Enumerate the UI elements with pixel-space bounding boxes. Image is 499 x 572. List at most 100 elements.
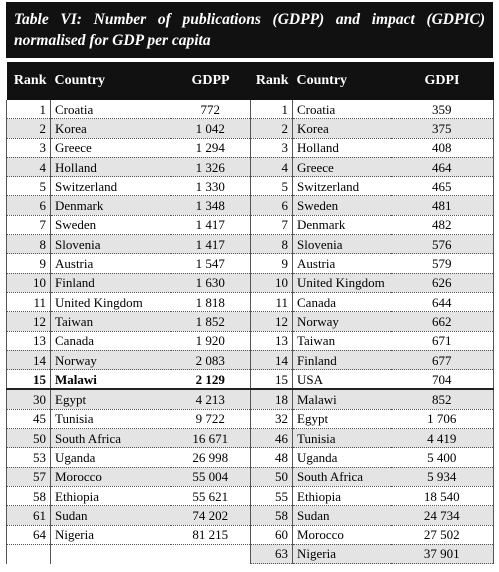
- table-cell: 58: [6, 486, 51, 507]
- table-cell: 2: [250, 118, 293, 139]
- table-row: 8 Slovenia 1 417 8 Slovenia 576: [6, 234, 494, 255]
- table-cell: Austria: [292, 253, 391, 274]
- table-cell: Tunisia: [50, 409, 171, 430]
- table-cell: 12: [250, 311, 293, 332]
- table-cell: 1 852: [170, 311, 251, 332]
- table-cell: 13: [6, 331, 51, 351]
- table-cell: Croatia: [292, 100, 391, 120]
- table-cell: Croatia: [50, 100, 171, 120]
- table-cell: 11: [6, 292, 51, 313]
- table-cell: 10: [6, 273, 51, 293]
- table-cell: 1 706: [390, 409, 494, 430]
- table-cell: 1 417: [170, 215, 251, 236]
- table-cell: 677: [390, 350, 494, 371]
- table-cell: Taiwan: [292, 331, 391, 351]
- table-cell: 626: [390, 273, 494, 293]
- table-cell: 18 540: [390, 486, 494, 507]
- table-cell: Ethiopia: [50, 486, 171, 507]
- table-cell: 55 621: [170, 486, 251, 507]
- table-cell: 2 083: [170, 350, 251, 371]
- table-cell: 8: [6, 234, 51, 255]
- column-header: Country: [292, 62, 391, 100]
- data-table: Rank Country GDPP Rank Country GDPI 1 Croatia 7…: [6, 62, 494, 565]
- table-cell: Taiwan: [50, 311, 171, 332]
- table-cell: Morocco: [292, 525, 391, 545]
- table-row: 2 Korea 1 042 2 Korea 375: [6, 118, 494, 139]
- table-cell: 5 400: [390, 447, 494, 468]
- table-cell: 671: [390, 331, 494, 351]
- table-cell: 1 417: [170, 234, 251, 255]
- table-row: 6 Denmark 1 348 6 Sweden 481: [6, 195, 494, 216]
- table-cell: 1 630: [170, 273, 251, 293]
- table-row: 64 Nigeria 81 215 60 Morocco 27 502: [6, 525, 494, 545]
- table-cell: 465: [390, 176, 494, 197]
- table-cell: Finland: [50, 273, 171, 293]
- table-cell: 81 215: [170, 525, 251, 545]
- table-cell: Denmark: [292, 215, 391, 236]
- table-cell: 46: [250, 428, 293, 449]
- table-cell: Holland: [50, 157, 171, 178]
- table-cell: 408: [390, 138, 494, 158]
- table-cell: 1: [6, 100, 51, 120]
- table-cell: Sudan: [50, 505, 171, 526]
- table-cell: 704: [390, 369, 494, 390]
- table-cell: 662: [390, 311, 494, 332]
- table-cell: 9: [6, 253, 51, 274]
- table-cell: 26 998: [170, 447, 251, 468]
- table-cell: 1 326: [170, 157, 251, 178]
- table-cell: 37 901: [390, 544, 494, 565]
- column-header: GDPI: [390, 62, 494, 100]
- table-cell: 50: [250, 467, 293, 487]
- table-cell: 27 502: [390, 525, 494, 545]
- table-cell: Malawi: [50, 369, 171, 390]
- table-cell: 6: [250, 195, 293, 216]
- table-cell: Denmark: [50, 195, 171, 216]
- table-title: Table VI: Number of publications (GDPP) …: [6, 2, 493, 58]
- table-cell: Morocco: [50, 467, 171, 487]
- table-row: 15 Malawi 2 129 15 USA 704: [6, 369, 494, 390]
- table-cell: Nigeria: [292, 544, 391, 565]
- table-cell: 464: [390, 157, 494, 178]
- table-cell: 3: [6, 138, 51, 158]
- table-cell: Tunisia: [292, 428, 391, 449]
- table-cell: Sweden: [292, 195, 391, 216]
- table-cell: Greece: [50, 138, 171, 158]
- table-cell: 15: [6, 369, 51, 390]
- table-cell: 481: [390, 195, 494, 216]
- table-cell: 45: [6, 409, 51, 430]
- table-row: 14 Norway 2 083 14 Finland 677: [6, 350, 494, 371]
- table-cell: 30: [6, 388, 51, 410]
- table-cell: 14: [6, 350, 51, 371]
- table-cell: United Kingdom: [292, 273, 391, 293]
- column-header: Rank: [250, 62, 293, 100]
- table-cell: 18: [250, 388, 293, 410]
- table-cell: 482: [390, 215, 494, 236]
- table-cell: 5: [6, 176, 51, 197]
- table-cell: 50: [6, 428, 51, 449]
- table-cell: 1 294: [170, 138, 251, 158]
- table-cell: 9: [250, 253, 293, 274]
- table-cell: 10: [250, 273, 293, 293]
- table-cell: Norway: [292, 311, 391, 332]
- table-cell: 48: [250, 447, 293, 468]
- table-row: 57 Morocco 55 004 50 South Africa 5 934: [6, 467, 494, 487]
- table-cell: 7: [6, 215, 51, 236]
- header-row: Rank Country GDPP Rank Country GDPI: [6, 62, 494, 100]
- empty-cell: [6, 544, 51, 564]
- table-row: 12 Taiwan 1 852 12 Norway 662: [6, 311, 494, 332]
- table-cell: Ethiopia: [292, 486, 391, 507]
- table-cell: Malawi: [292, 388, 391, 410]
- table-cell: 63: [250, 544, 293, 565]
- table-row: 3 Greece 1 294 3 Holland 408: [6, 138, 494, 158]
- column-header: GDPP: [170, 62, 251, 100]
- table-cell: 14: [250, 350, 293, 371]
- table-row: 5 Switzerland 1 330 5 Switzerland 465: [6, 176, 494, 197]
- empty-cell: [170, 544, 251, 564]
- table-cell: 1 920: [170, 331, 251, 351]
- table-row: 30 Egypt 4 213 18 Malawi 852: [6, 388, 494, 410]
- table-cell: 3: [250, 138, 293, 158]
- table-row: 53 Uganda 26 998 48 Uganda 5 400: [6, 447, 494, 468]
- table-cell: 8: [250, 234, 293, 255]
- table-cell: Norway: [50, 350, 171, 371]
